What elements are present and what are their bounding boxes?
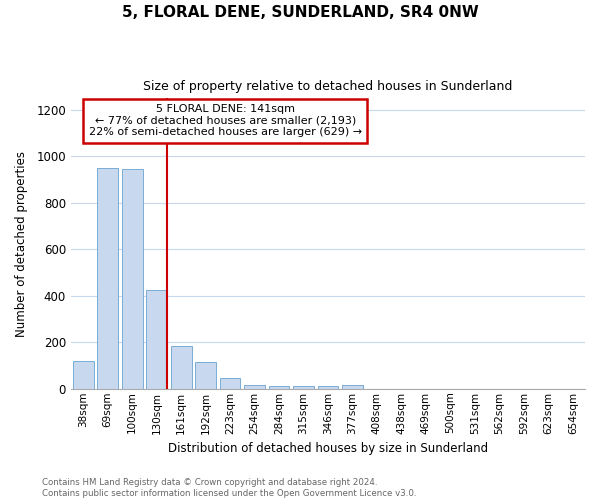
Bar — [97, 168, 118, 389]
Bar — [73, 361, 94, 389]
Bar — [195, 362, 216, 389]
Bar — [220, 378, 241, 389]
Text: 5 FLORAL DENE: 141sqm
← 77% of detached houses are smaller (2,193)
22% of semi-d: 5 FLORAL DENE: 141sqm ← 77% of detached … — [89, 104, 362, 138]
Bar — [170, 346, 191, 389]
Bar — [269, 386, 289, 389]
Bar — [342, 384, 363, 389]
Bar — [146, 290, 167, 389]
Bar — [317, 386, 338, 389]
Text: Contains HM Land Registry data © Crown copyright and database right 2024.
Contai: Contains HM Land Registry data © Crown c… — [42, 478, 416, 498]
Bar — [293, 386, 314, 389]
Bar — [244, 384, 265, 389]
Text: 5, FLORAL DENE, SUNDERLAND, SR4 0NW: 5, FLORAL DENE, SUNDERLAND, SR4 0NW — [122, 5, 478, 20]
Bar — [122, 169, 143, 389]
Y-axis label: Number of detached properties: Number of detached properties — [15, 150, 28, 336]
X-axis label: Distribution of detached houses by size in Sunderland: Distribution of detached houses by size … — [168, 442, 488, 455]
Title: Size of property relative to detached houses in Sunderland: Size of property relative to detached ho… — [143, 80, 512, 93]
